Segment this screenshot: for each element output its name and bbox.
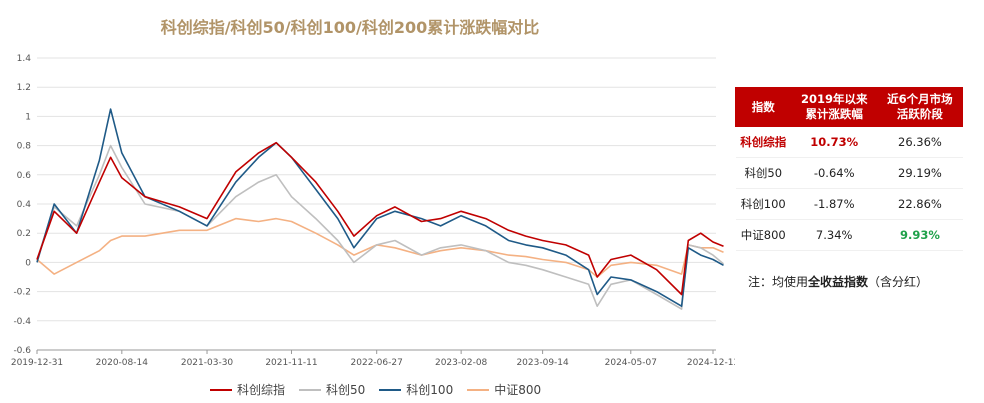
table-row: 中证800 7.34% 9.93% <box>735 219 963 251</box>
grid <box>37 57 716 351</box>
row-ytd: -1.87% <box>791 188 878 220</box>
legend-item: 科创100 <box>379 381 453 398</box>
series-line <box>36 141 724 296</box>
table-row: 科创50 -0.64% 29.19% <box>735 157 963 189</box>
y-tick-label: 0.2 <box>17 229 31 239</box>
x-tick-label: 2024-05-07 <box>605 358 657 368</box>
table-row: 科创综指 10.73% 26.36% <box>735 126 963 158</box>
line-chart: 1.4 1.2 1 0.8 0.6 0.4 0.2 0 -0.2 -0.4 -0.6 2019-12… <box>11 54 735 368</box>
row-recent: 26.36% <box>877 126 963 158</box>
legend-swatch <box>299 388 322 391</box>
legend-label: 科创100 <box>406 383 454 397</box>
row-recent: 29.19% <box>877 157 963 189</box>
row-recent: 22.86% <box>877 188 963 220</box>
y-tick-label: 1.2 <box>17 83 31 93</box>
header-index: 指数 <box>735 87 792 127</box>
y-tick-label: -0.2 <box>13 288 31 298</box>
x-tick-label: 2020-08-14 <box>96 358 149 368</box>
row-ytd: 7.34% <box>791 219 878 251</box>
series-line <box>36 144 725 310</box>
x-tick-label: 2023-02-08 <box>435 358 488 368</box>
legend-item: 科创综指 <box>210 381 285 398</box>
legend-swatch <box>467 388 490 391</box>
row-name: 中证800 <box>735 219 792 251</box>
legend-swatch <box>379 388 402 391</box>
series-line <box>36 108 724 308</box>
legend-label: 中证800 <box>494 383 542 397</box>
x-tick-label: 2022-06-27 <box>351 358 403 368</box>
row-ytd: -0.64% <box>791 157 878 189</box>
y-tick-label: -0.6 <box>13 346 31 356</box>
row-ytd: 10.73% <box>791 126 878 158</box>
legend-label: 科创综指 <box>237 383 286 397</box>
y-tick-label: 0.4 <box>17 200 32 210</box>
legend-swatch <box>210 388 232 391</box>
legend-item: 科创50 <box>299 381 365 398</box>
x-tick-label: 2021-11-11 <box>265 358 317 368</box>
legend-item: 中证800 <box>467 381 541 398</box>
series-line <box>36 217 724 278</box>
row-name: 科创50 <box>735 157 792 189</box>
summary-table: 指数 2019年以来 累计涨跌幅 近6个月市场 活跃阶段 科创综指 10.73% 2… <box>735 87 964 251</box>
x-axis-ticks: 2019-12-31 2020-08-14 2021-03-30 2021-11-11… <box>11 350 735 368</box>
chart-title: 科创综指/科创50/科创100/科创200累计涨跌幅对比 <box>160 18 540 37</box>
legend: 科创综指 科创50 科创100 中证800 <box>210 381 541 398</box>
x-tick-label: 2019-12-31 <box>11 358 63 368</box>
y-axis-ticks: 1.4 1.2 1 0.8 0.6 0.4 0.2 0 -0.2 -0.4 -0.6 <box>13 54 31 356</box>
footnote: 注：均使用全收益指数（含分红） <box>748 275 929 289</box>
table-row: 科创100 -1.87% 22.86% <box>735 188 963 220</box>
header-ytd: 2019年以来 累计涨跌幅 <box>790 87 878 127</box>
legend-label: 科创50 <box>326 383 366 397</box>
y-tick-label: 1.4 <box>17 54 32 64</box>
y-tick-label: 1 <box>25 112 31 122</box>
y-tick-label: -0.4 <box>13 317 31 327</box>
row-name: 科创综指 <box>735 126 792 158</box>
x-tick-label: 2021-03-30 <box>181 358 234 368</box>
x-tick-label: 2024-12-13 <box>687 358 735 368</box>
row-recent: 9.93% <box>877 219 963 251</box>
x-tick-label: 2023-09-14 <box>516 358 569 368</box>
header-recent: 近6个月市场 活跃阶段 <box>876 87 964 127</box>
series-lines <box>36 108 725 310</box>
row-name: 科创100 <box>735 188 792 220</box>
y-tick-label: 0 <box>25 258 31 268</box>
y-tick-label: 0.8 <box>17 142 32 152</box>
y-tick-label: 0.6 <box>17 171 32 181</box>
